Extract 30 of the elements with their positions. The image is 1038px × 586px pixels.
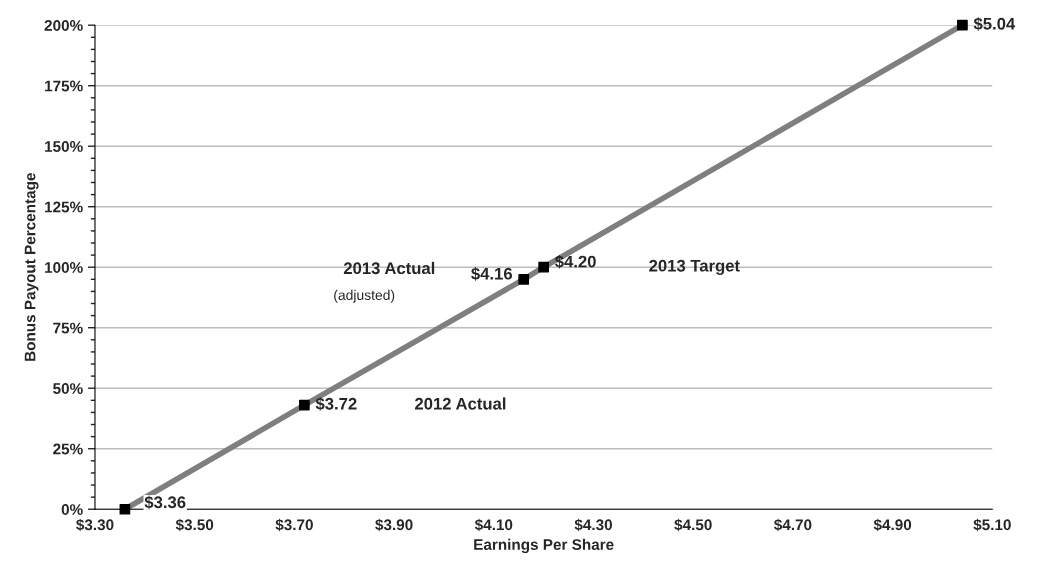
x-tick-label: $4.90 [873, 518, 912, 532]
x-tick-label: $4.50 [674, 518, 712, 532]
y-tick-label: 50% [53, 383, 83, 394]
y-tick-label: 0% [61, 504, 83, 515]
y-tick-label: 75% [53, 322, 83, 334]
annotation: 2013 Target [649, 259, 740, 275]
y-axis-title: Bonus Payout Percentage [24, 173, 39, 361]
annotation: $3.36 [144, 495, 186, 510]
annotation: (adjusted) [334, 289, 395, 303]
x-tick-label: $4.10 [474, 518, 513, 532]
annotation: $5.04 [973, 17, 1016, 31]
x-axis-title: Earnings Per Share [474, 538, 614, 554]
x-tick-label: $4.30 [574, 518, 612, 532]
annotation: $4.16 [471, 267, 512, 281]
y-tick-label: 25% [53, 443, 83, 455]
x-tick-label: $5.10 [973, 518, 1011, 532]
y-tick-label: 125% [45, 201, 83, 213]
y-tick-label: 175% [45, 80, 83, 92]
annotation: $4.20 [554, 254, 596, 269]
x-tick-label: $3.50 [175, 518, 214, 532]
x-tick-label: $3.90 [375, 518, 413, 532]
x-tick-label: $3.70 [275, 518, 313, 532]
annotation: $3.72 [315, 397, 357, 411]
y-tick-label: 150% [45, 141, 83, 152]
x-tick-label: $3.30 [76, 518, 114, 532]
annotation: 2012 Actual [415, 397, 506, 410]
annotation: 2013 Actual [343, 261, 435, 275]
x-tick-label: $4.70 [774, 518, 812, 532]
y-tick-label: 200% [44, 20, 83, 31]
y-tick-label: 100% [45, 262, 83, 273]
